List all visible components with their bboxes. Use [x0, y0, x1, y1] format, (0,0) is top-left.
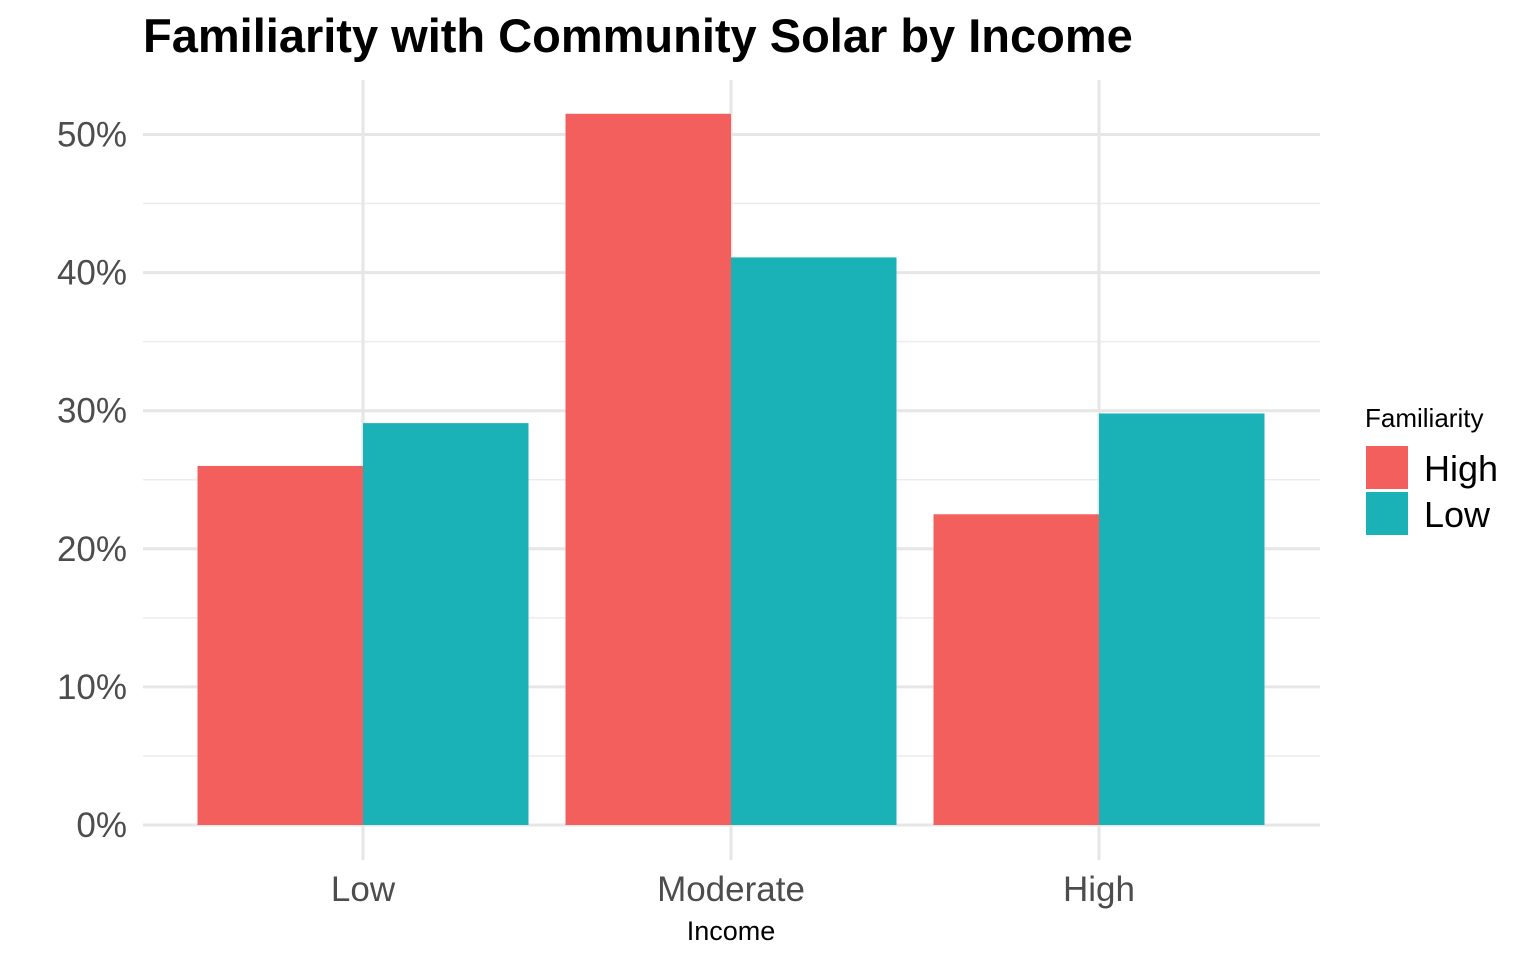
chart-title: Familiarity with Community Solar by Inco…	[143, 9, 1133, 62]
x-axis-ticks: Low Moderate High	[331, 870, 1135, 909]
y-tick-label: 10%	[57, 668, 127, 707]
legend: Familiarity High Low	[1365, 403, 1498, 535]
y-tick-label: 0%	[76, 806, 127, 845]
bars	[197, 113, 1265, 825]
x-axis-title: Income	[687, 916, 776, 946]
y-tick-label: 40%	[57, 254, 127, 293]
bar-low-low	[363, 423, 529, 825]
legend-title: Familiarity	[1365, 403, 1483, 433]
x-tick-label: Moderate	[657, 870, 805, 909]
legend-key-low	[1366, 492, 1408, 535]
bar-high-high	[933, 514, 1099, 825]
legend-label-low: Low	[1424, 494, 1491, 535]
y-tick-label: 30%	[57, 392, 127, 431]
legend-key-high	[1366, 446, 1408, 489]
bar-moderate-high	[565, 113, 731, 825]
y-tick-label: 50%	[57, 116, 127, 155]
y-axis-ticks: 0% 10% 20% 30% 40% 50%	[57, 116, 127, 846]
y-tick-label: 20%	[57, 530, 127, 569]
x-tick-label: Low	[331, 870, 396, 909]
legend-label-high: High	[1424, 448, 1498, 489]
bar-moderate-low	[731, 257, 897, 825]
x-tick-label: High	[1063, 870, 1135, 909]
bar-high-low	[1099, 413, 1265, 825]
bar-low-high	[197, 465, 363, 825]
